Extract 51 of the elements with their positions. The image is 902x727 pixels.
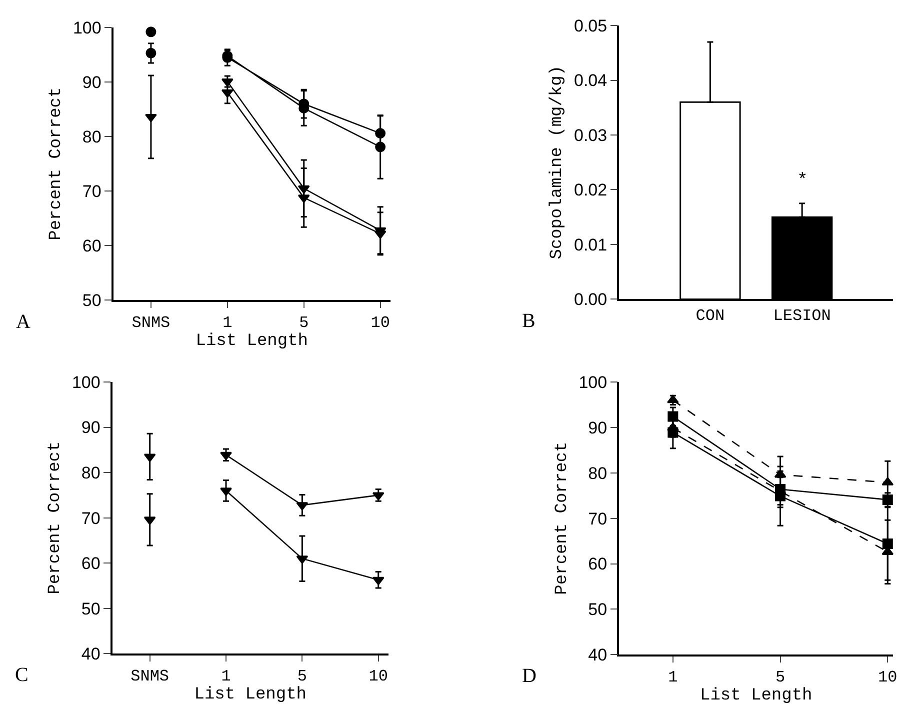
x-tick-label: LESION <box>773 307 831 326</box>
y-tick-label: 50 <box>81 599 100 618</box>
x-tick-label: 10 <box>370 314 390 332</box>
y-tick-label: 80 <box>82 128 102 147</box>
text: A <box>16 311 31 333</box>
x-tick-label: 5 <box>775 668 786 687</box>
y-tick-label: 80 <box>588 464 608 483</box>
y-tick-label: 80 <box>81 464 100 483</box>
x-tick-label: 1 <box>668 668 678 687</box>
y-tick-label: 0.05 <box>574 16 608 36</box>
x-tick-label: 10 <box>368 668 388 686</box>
y-tick-label: 0.02 <box>574 180 608 200</box>
y-tick-label: 90 <box>82 72 102 92</box>
x-tick-label: SNMS <box>132 314 170 332</box>
x-tick-label: 10 <box>878 668 898 687</box>
y-tick-label: 100 <box>72 18 102 38</box>
y-tick-label: 100 <box>578 372 608 392</box>
x-tick-label: 1 <box>221 668 231 686</box>
x-axis-title: List Length <box>194 686 306 705</box>
y-tick-label: 50 <box>588 600 608 620</box>
x-axis-title: List Length <box>196 332 308 352</box>
y-tick-label: 40 <box>81 644 100 664</box>
y-axis-title: Percent Correct <box>46 441 66 594</box>
x-tick-label: CON <box>696 307 725 326</box>
y-tick-label: 40 <box>588 646 608 665</box>
y-tick-label: 70 <box>588 509 608 528</box>
y-tick-label: 100 <box>72 372 100 392</box>
x-tick-label: 5 <box>299 314 309 332</box>
text: D <box>522 665 536 687</box>
y-tick-label: 50 <box>82 291 102 310</box>
y-tick-label: 70 <box>81 508 100 528</box>
y-tick-label: 0.00 <box>574 290 608 310</box>
y-axis-title: Scopolamine (mg/kg) <box>548 65 568 260</box>
y-tick-label: 60 <box>588 554 608 574</box>
annotation: * <box>797 171 808 191</box>
text: C <box>15 664 28 686</box>
y-tick-label: 60 <box>81 554 100 574</box>
y-tick-label: 0.03 <box>574 126 608 145</box>
y-tick-label: 0.01 <box>574 235 608 254</box>
y-tick-label: 60 <box>82 236 102 256</box>
y-tick-label: 0.04 <box>574 71 608 90</box>
text: B <box>522 310 536 332</box>
y-tick-label: 70 <box>82 182 102 202</box>
x-tick-label: 5 <box>297 668 307 686</box>
y-tick-label: 90 <box>81 418 100 438</box>
y-axis-title: Percent Correct <box>47 87 66 240</box>
x-axis-title: List Length <box>700 686 812 706</box>
y-tick-label: 90 <box>588 418 608 438</box>
x-tick-label: SNMS <box>130 668 170 686</box>
y-axis-title: Percent Correct <box>552 442 572 595</box>
x-tick-label: 1 <box>222 314 232 332</box>
